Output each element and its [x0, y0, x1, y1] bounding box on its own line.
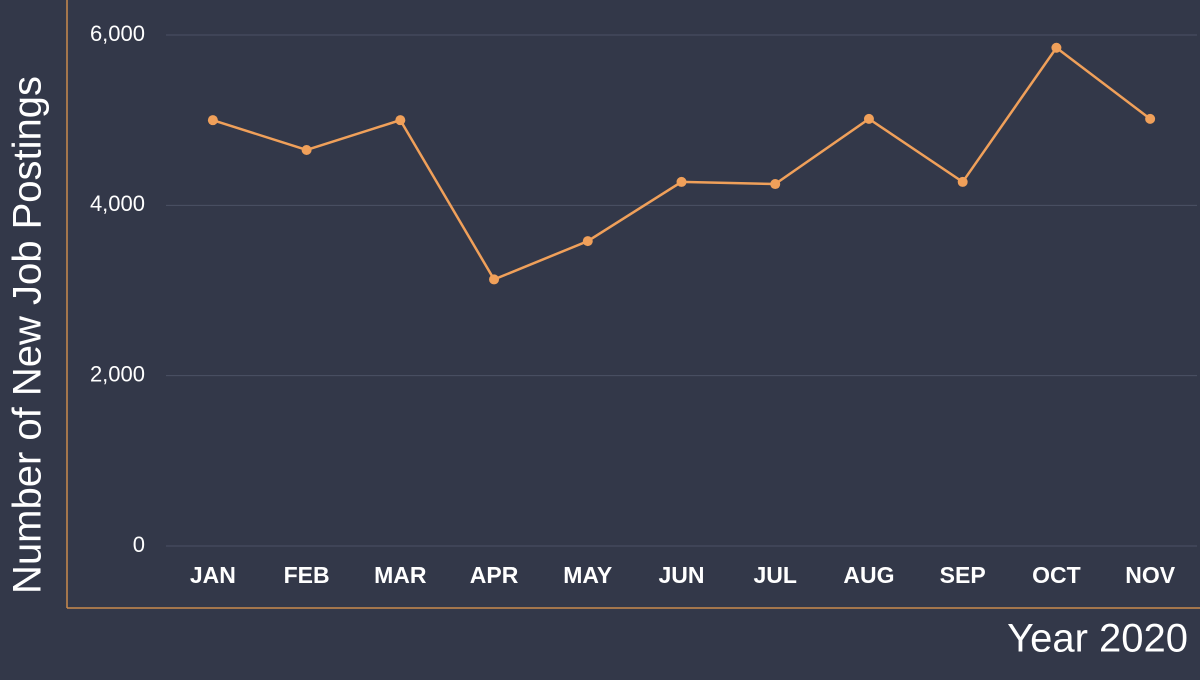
data-point: [301, 144, 312, 155]
y-tick-label: 0: [133, 532, 145, 557]
data-point: [1051, 42, 1062, 53]
y-tick-label: 4,000: [90, 191, 145, 216]
series-line: [212, 45, 1151, 281]
data-point: [957, 176, 968, 187]
data-point: [582, 236, 593, 247]
x-tick-label: AUG: [843, 562, 894, 588]
x-tick-label: MAY: [563, 562, 612, 588]
data-point: [770, 179, 781, 190]
data-point: [1145, 113, 1156, 124]
x-tick-label: APR: [470, 562, 519, 588]
y-tick-label: 6,000: [90, 21, 145, 46]
data-point: [395, 115, 406, 126]
data-point: [207, 115, 218, 126]
data-point: [676, 176, 687, 187]
data-point: [863, 113, 874, 124]
x-tick-label: JUL: [754, 562, 797, 588]
x-tick-label: MAR: [374, 562, 427, 588]
x-axis-title: Year 2020: [1007, 617, 1188, 661]
x-tick-label: OCT: [1032, 562, 1081, 588]
data-point: [489, 274, 500, 285]
x-tick-label: JUN: [658, 562, 704, 588]
y-axis-title: Number of New Job Postings: [6, 76, 50, 594]
x-tick-label: NOV: [1125, 562, 1176, 588]
x-tick-label: SEP: [940, 562, 986, 588]
x-tick-label: JAN: [190, 562, 236, 588]
x-tick-label: FEB: [284, 562, 330, 588]
y-tick-label: 2,000: [90, 361, 145, 386]
